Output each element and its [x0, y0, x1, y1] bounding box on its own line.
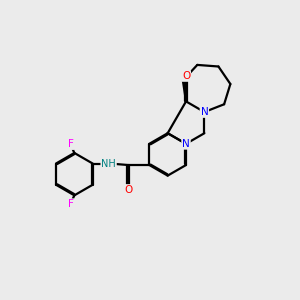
Text: F: F	[68, 199, 74, 209]
Text: N: N	[200, 107, 208, 117]
Text: O: O	[182, 71, 190, 81]
Text: NH: NH	[101, 158, 116, 169]
Text: N: N	[182, 139, 190, 149]
Text: O: O	[124, 185, 132, 195]
Text: F: F	[68, 139, 74, 149]
